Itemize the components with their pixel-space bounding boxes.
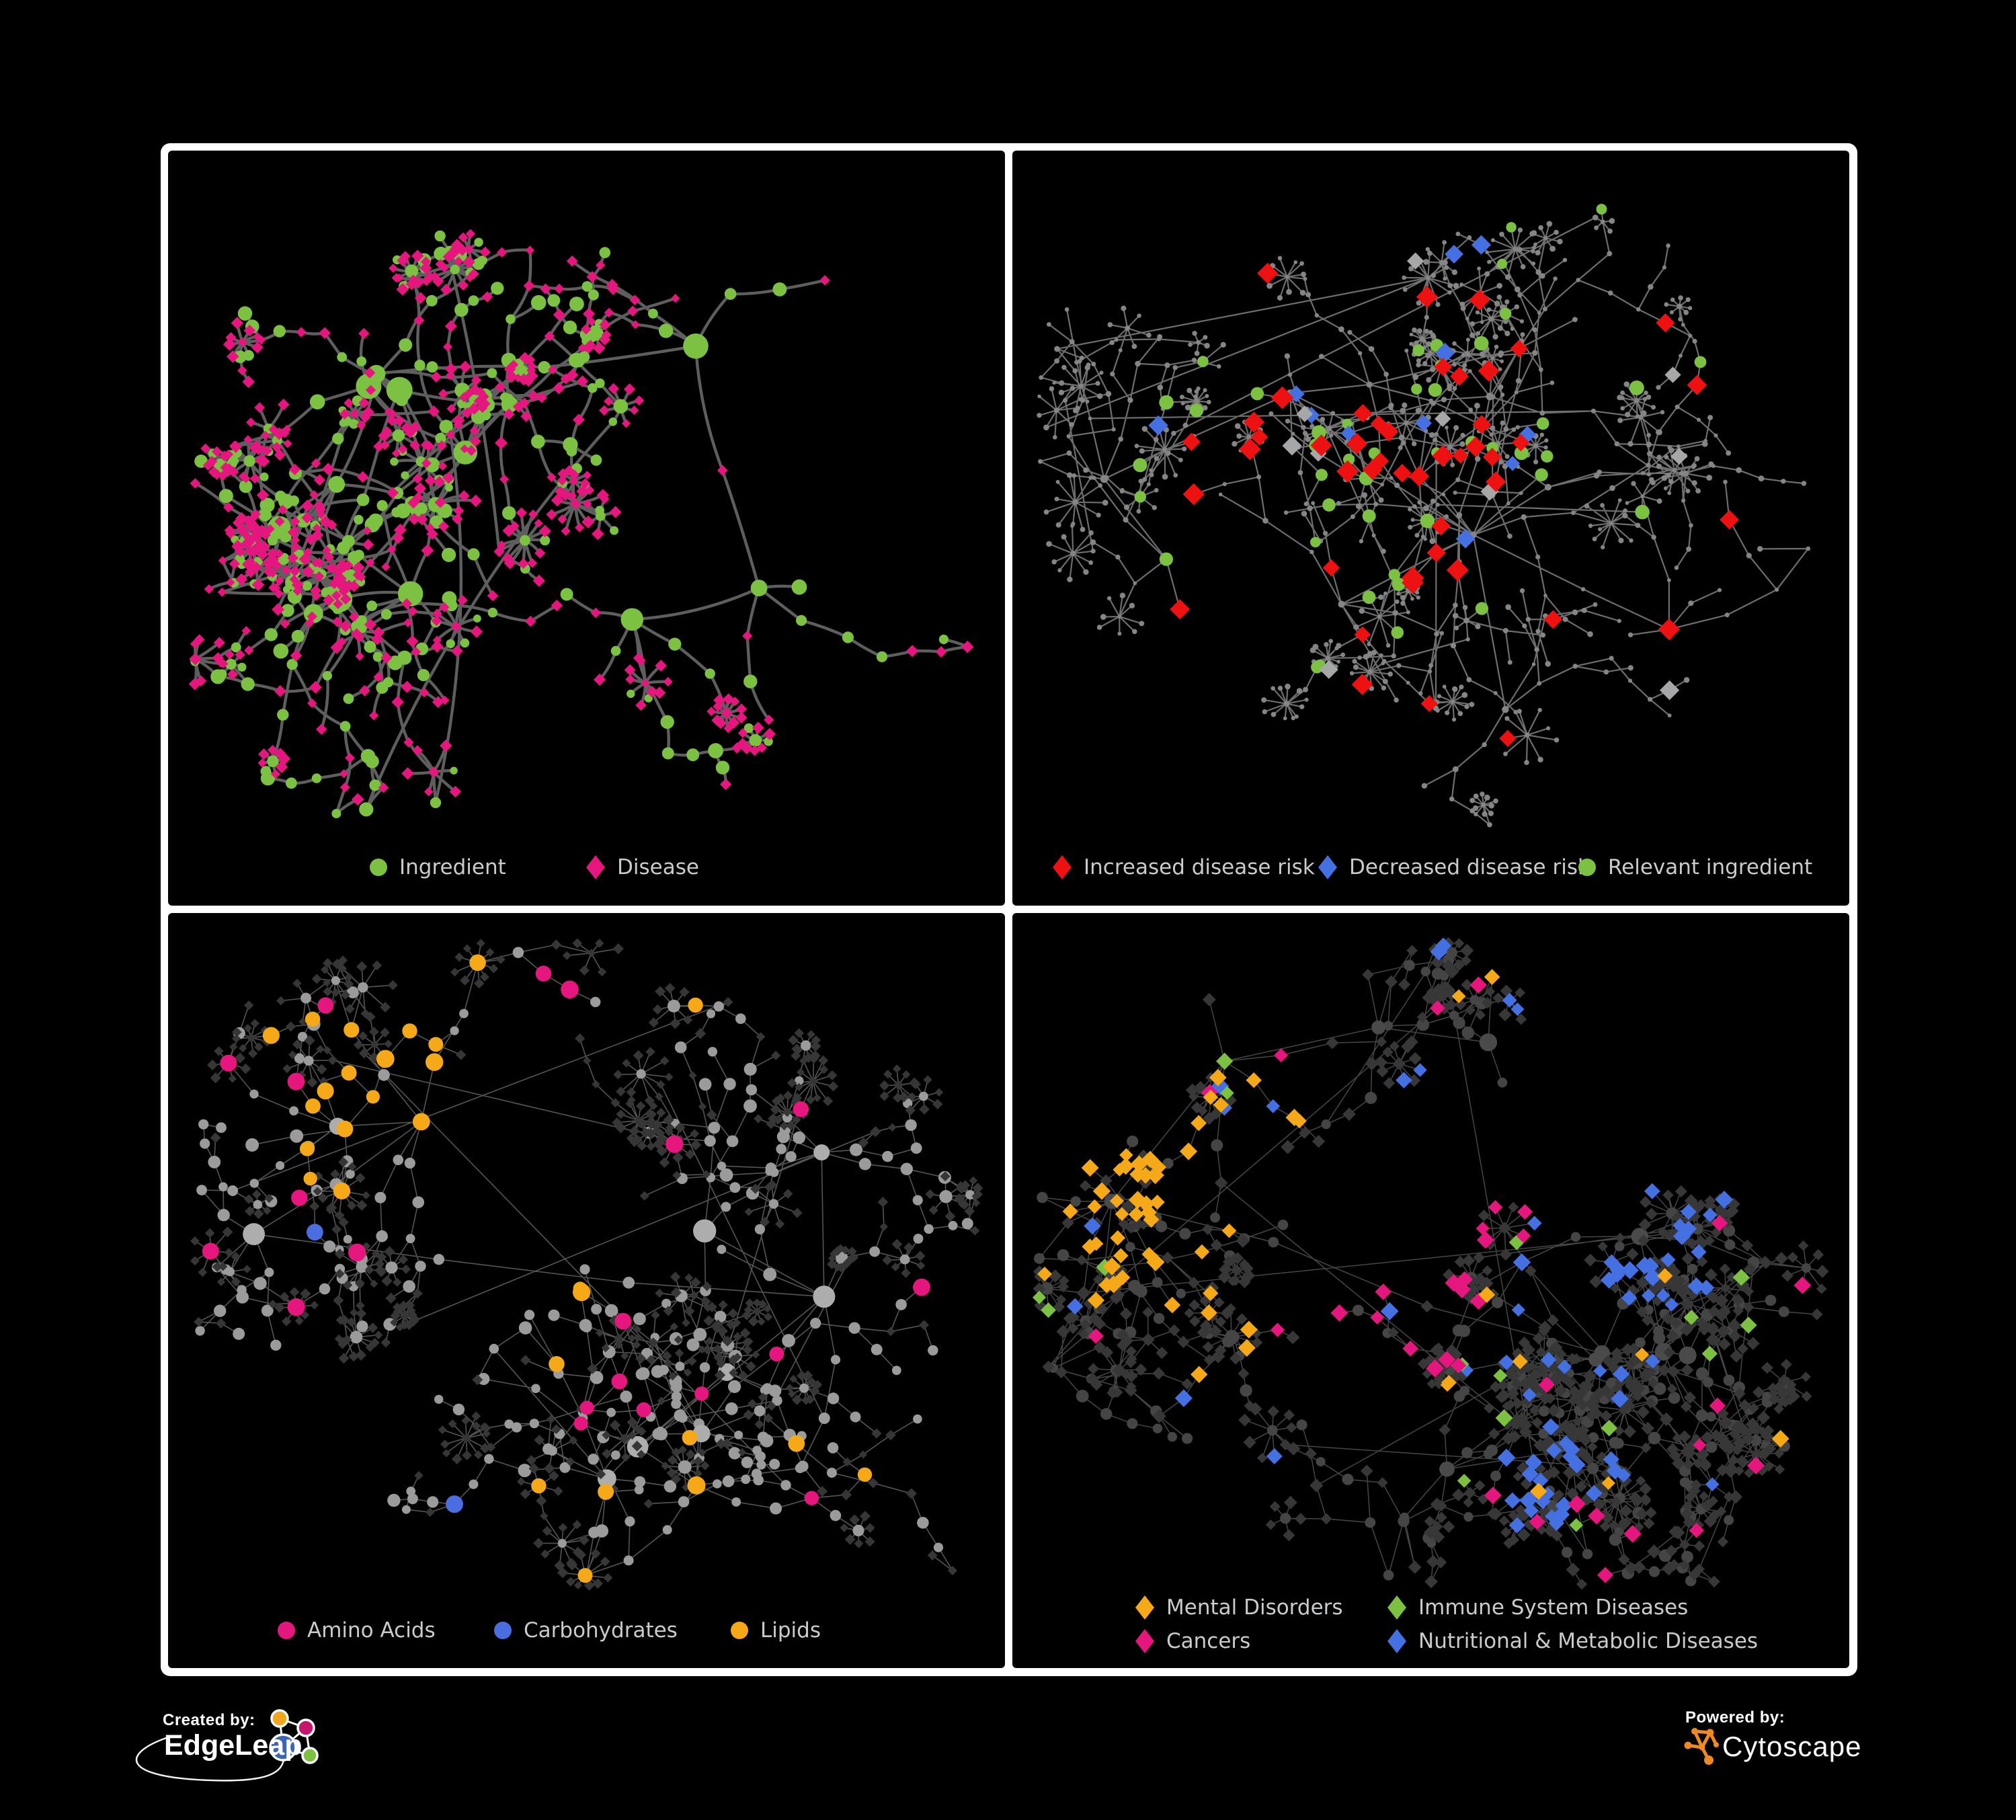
legend-item-lipids: Lipids (731, 1618, 821, 1643)
cytoscape-icon-nodes (1684, 1728, 1719, 1765)
legend-label: Mental Disorders (1166, 1595, 1343, 1620)
figure-grid: Ingredient Disease Increased disease ris… (161, 143, 1857, 1676)
edgeleap-swoosh (135, 1736, 285, 1782)
edgeleap-node-orange (270, 1709, 289, 1728)
immune-diseases-swatch (1387, 1595, 1406, 1620)
increased-risk-swatch (1053, 855, 1072, 879)
legend-item-nutritional-metabolic: Nutritional & Metabolic Diseases (1387, 1629, 1758, 1653)
legend-label: Relevant ingredient (1608, 855, 1813, 879)
legend-label: Carbohydrates (524, 1618, 678, 1643)
edgeleap-logo (135, 1709, 319, 1782)
ingredient-swatch (370, 859, 387, 876)
legend-item-carbohydrates: Carbohydrates (494, 1618, 678, 1643)
legend-label: Amino Acids (307, 1618, 436, 1643)
disease-swatch (586, 855, 605, 879)
legend-label: Lipids (760, 1618, 821, 1643)
legend-item-cancers: Cancers (1135, 1629, 1250, 1653)
legend-label: Immune System Diseases (1418, 1595, 1689, 1620)
legend-item-mental-disorders: Mental Disorders (1135, 1595, 1343, 1620)
legend-label: Ingredient (399, 855, 506, 879)
cancers-swatch (1135, 1629, 1154, 1653)
network-graph-disease-categories (1032, 937, 1829, 1590)
nutritional-metabolic-swatch (1387, 1629, 1406, 1653)
panel-ingredient-disease: Ingredient Disease (168, 151, 1005, 906)
panel-disease-categories: Mental Disorders Immune System Diseases … (1012, 913, 1849, 1668)
created-by-label: Created by: (163, 1711, 255, 1729)
relevant-ingredient-swatch (1578, 859, 1596, 876)
panel-disease-risk: Increased disease risk Decreased disease… (1012, 151, 1849, 906)
network-graph-ingredient-disease (188, 229, 974, 819)
edgeleap-brand-text: EdgeLeap (164, 1729, 303, 1762)
legend-label: Nutritional & Metabolic Diseases (1418, 1629, 1759, 1653)
legend-item-disease: Disease (586, 855, 699, 879)
legend-item-decreased-risk: Decreased disease risk (1318, 855, 1590, 879)
network-graph-metabolites (190, 938, 983, 1591)
legend-item-relevant-ingredient: Relevant ingredient (1578, 855, 1812, 879)
network-graph-disease-risk (1037, 204, 1811, 828)
legend-item-immune-diseases: Immune System Diseases (1387, 1595, 1688, 1620)
legend-label: Increased disease risk (1084, 855, 1315, 879)
decreased-risk-swatch (1318, 855, 1337, 879)
legend-item-amino-acids: Amino Acids (278, 1618, 436, 1643)
cytoscape-logo-icon (1684, 1728, 1719, 1765)
legend-label: Decreased disease risk (1349, 855, 1590, 879)
edgeleap-node-green (301, 1747, 319, 1764)
lipids-swatch (731, 1622, 748, 1639)
legend-label: Disease (617, 855, 699, 879)
edgeleap-node-magenta (296, 1718, 315, 1737)
legend-item-increased-risk: Increased disease risk (1053, 855, 1315, 879)
carbohydrates-swatch (494, 1622, 512, 1639)
cytoscape-brand-text: Cytoscape (1722, 1731, 1862, 1762)
legend-label: Cancers (1166, 1629, 1251, 1653)
mental-disorders-swatch (1135, 1595, 1154, 1620)
edgeleap-node-blue (269, 1733, 297, 1762)
powered-by-label: Powered by: (1685, 1708, 1785, 1727)
legend-item-ingredient: Ingredient (370, 855, 506, 879)
amino-acids-swatch (278, 1622, 295, 1639)
panel-metabolites: Amino Acids Carbohydrates Lipids (168, 913, 1005, 1668)
